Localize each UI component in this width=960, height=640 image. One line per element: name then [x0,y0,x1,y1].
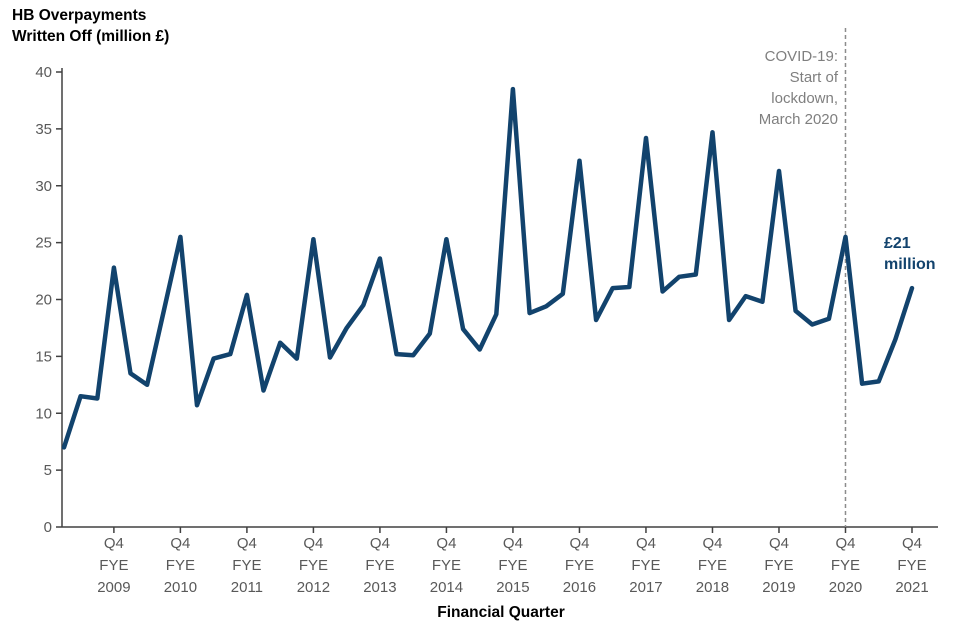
x-tick-label: 2020 [829,579,862,596]
y-tick-label: 0 [44,519,52,536]
x-tick-label: 2010 [164,579,197,596]
x-tick-label: Q4 [436,535,456,552]
x-tick-label: Q4 [636,535,656,552]
x-tick-label: 2015 [496,579,529,596]
y-tick-label: 10 [35,405,52,422]
x-tick-label: FYE [432,557,461,574]
x-tick-label: FYE [365,557,394,574]
y-tick-label: 35 [35,121,52,138]
x-tick-label: 2012 [297,579,330,596]
y-tick-label: 5 [44,462,52,479]
x-tick-label: Q4 [769,535,789,552]
x-tick-label: Q4 [104,535,124,552]
x-tick-label: FYE [99,557,128,574]
covid-annotation: COVID-19: Start of lockdown, March 2020 [758,48,838,128]
x-tick-label: Q4 [303,535,323,552]
x-tick-label: FYE [698,557,727,574]
x-tick-label: Q4 [170,535,190,552]
x-tick-label: 2018 [696,579,729,596]
end-value-label: £21 million [884,235,936,273]
x-tick-label: FYE [565,557,594,574]
x-tick-label: 2016 [563,579,596,596]
chart-title: HB Overpayments Written Off (million £) [12,7,170,45]
y-tick-label: 15 [35,348,52,365]
x-tick-label: FYE [166,557,195,574]
y-tick-label: 40 [35,64,52,81]
x-tick-label: FYE [232,557,261,574]
x-tick-label: 2017 [629,579,662,596]
x-tick-label: Q4 [702,535,722,552]
x-tick-label: Q4 [902,535,922,552]
x-tick-label: 2019 [762,579,795,596]
y-tick-label: 30 [35,178,52,195]
y-tick-label: 25 [35,235,52,252]
x-tick-label: FYE [764,557,793,574]
x-tick-label: Q4 [237,535,257,552]
x-tick-label: 2013 [363,579,396,596]
x-tick-label: Q4 [569,535,589,552]
x-tick-label: Q4 [835,535,855,552]
y-tick-label: 20 [35,292,52,309]
x-tick-label: 2011 [231,579,263,596]
x-tick-label: FYE [498,557,527,574]
x-tick-label: Q4 [503,535,523,552]
x-tick-label: FYE [897,557,926,574]
x-tick-label: 2009 [97,579,130,596]
x-tick-label: Q4 [370,535,390,552]
x-tick-label: FYE [831,557,860,574]
x-tick-label: FYE [631,557,660,574]
x-tick-label: 2021 [895,579,928,596]
data-line [61,86,915,450]
x-tick-label: 2014 [430,579,463,596]
x-axis-title: Financial Quarter [437,604,565,621]
x-tick-label: FYE [299,557,328,574]
